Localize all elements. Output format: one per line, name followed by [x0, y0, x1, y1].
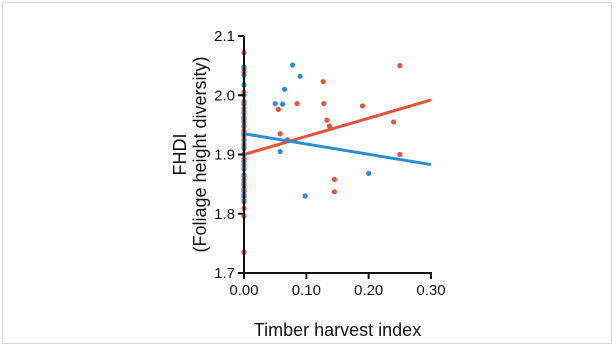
data-point — [302, 193, 308, 199]
x-tick-label: 0.00 — [229, 282, 258, 299]
data-point — [326, 123, 332, 129]
data-point — [397, 63, 403, 69]
trend-line — [243, 98, 432, 156]
y-axis-title-line-1: FHDI — [170, 134, 190, 176]
data-point — [359, 103, 366, 109]
data-point — [324, 117, 330, 123]
data-point — [290, 62, 296, 68]
scatter-plot: 1.7 1.8 1.9 2.0 2.1 0.00 0.10 0.20 0.30 Timber h… — [170, 28, 446, 340]
y-tick-label: 1.8 — [214, 206, 235, 223]
x-tick-label: 0.20 — [354, 282, 383, 299]
x-tick-label: 0.30 — [416, 282, 445, 299]
data-point — [320, 79, 326, 85]
data-point — [397, 151, 403, 158]
y-tick-label: 1.7 — [214, 265, 235, 282]
data-point — [297, 73, 303, 79]
data-point — [331, 176, 337, 182]
data-point — [275, 106, 281, 113]
data-point — [272, 100, 278, 107]
data-point — [280, 101, 286, 107]
y-tick-label: 2.0 — [214, 87, 235, 104]
x-tick-label: 0.10 — [292, 282, 321, 299]
x-axis-title: Timber harvest index — [254, 320, 421, 340]
y-axis-title-line-2: (Foliage height diversity) — [190, 56, 210, 252]
figure-frame: 1.7 1.8 1.9 2.0 2.1 0.00 0.10 0.20 0.30 Timber h… — [2, 2, 612, 344]
data-point — [294, 100, 300, 107]
trend-line — [243, 132, 432, 167]
data-point — [277, 131, 283, 137]
data-point — [366, 170, 372, 177]
y-tick-label: 2.1 — [214, 28, 235, 45]
axes-layer — [243, 36, 432, 274]
ticks-layer: 1.7 1.8 1.9 2.0 2.1 0.00 0.10 0.20 0.30 — [214, 28, 445, 299]
y-tick-label: 1.9 — [214, 147, 235, 164]
data-point — [281, 86, 288, 92]
data-point — [321, 100, 327, 107]
data-point — [391, 119, 397, 125]
data-point — [277, 148, 283, 155]
series-layer — [241, 49, 432, 255]
data-point — [331, 189, 337, 195]
